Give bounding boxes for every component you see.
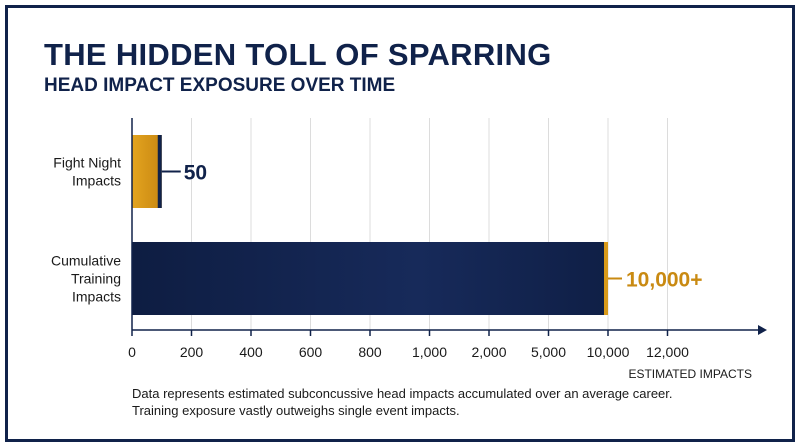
category-label: Cumulative — [51, 253, 121, 269]
x-tick-label: 200 — [180, 344, 204, 360]
chart-subtitle: HEAD IMPACT EXPOSURE OVER TIME — [44, 75, 396, 96]
bar-fight-night — [132, 135, 162, 208]
x-tick-label: 1,000 — [412, 344, 447, 360]
bar-end-cap — [157, 135, 162, 208]
chart-title: THE HIDDEN TOLL OF SPARRING — [44, 37, 552, 72]
category-label: Fight Night — [53, 155, 121, 171]
data-label-cumulative-training: 10,000+ — [626, 269, 703, 292]
x-axis-title: ESTIMATED IMPACTS — [628, 367, 752, 381]
bar-cumulative-training — [132, 242, 608, 315]
footnote-line-2: Training exposure vastly outweighs singl… — [132, 403, 460, 418]
bar-end-cap — [604, 242, 608, 315]
x-tick-label: 600 — [299, 344, 323, 360]
x-tick-label: 2,000 — [471, 344, 506, 360]
data-label-fight-night: 50 — [184, 162, 207, 185]
category-label: Impacts — [72, 173, 121, 189]
x-tick-label: 0 — [128, 344, 136, 360]
footnote: Data represents estimated subconcussive … — [132, 385, 673, 419]
category-label: Impacts — [72, 289, 121, 305]
infographic-frame — [5, 5, 795, 442]
x-tick-label: 5,000 — [531, 344, 566, 360]
x-axis-arrow — [758, 325, 767, 335]
footnote-line-1: Data represents estimated subconcussive … — [132, 386, 673, 401]
x-tick-label: 400 — [239, 344, 263, 360]
x-tick-label: 800 — [358, 344, 382, 360]
x-tick-label: 10,000 — [587, 344, 630, 360]
category-label: Training — [71, 271, 121, 287]
x-tick-label: 12,000 — [646, 344, 689, 360]
